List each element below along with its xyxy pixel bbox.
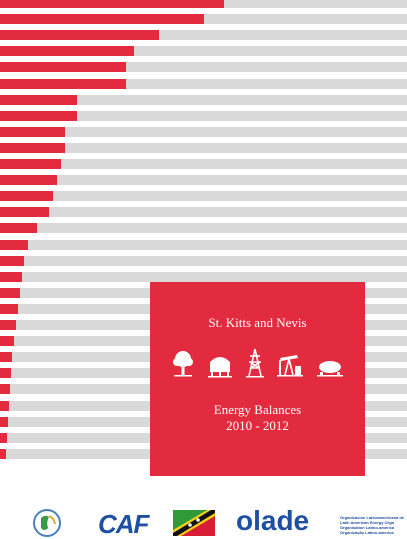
bar-row [0,175,407,186]
bar-row [0,223,407,234]
bar-fill [0,207,49,218]
bar-fill [0,416,8,427]
bar-fill [0,14,204,25]
bar-row [0,239,407,250]
org-line: Latin American Energy Orga [340,520,394,525]
bar-fill [0,287,20,298]
oil-pump-icon [277,355,304,377]
org-line: Organización Latinoamericana de [340,515,405,520]
document-years: 2010 - 2012 [226,418,289,433]
bar-row [0,62,407,73]
bar-fill [0,320,16,330]
bar-row [0,78,407,89]
bar-fill [0,62,126,73]
bar-fill [0,448,6,459]
bar-fill [0,78,126,89]
bar-fill [0,94,77,105]
tree-icon [173,351,193,377]
bar-fill [0,336,14,347]
bar-fill [0,223,37,234]
bar-fill [0,384,10,395]
bar-fill [0,0,224,8]
org-line: Organização Latino-america [340,530,394,535]
title-box: St. Kitts and Nevis [150,282,365,476]
bar-fill [0,126,65,137]
bar-fill [0,368,11,379]
bar-row [0,46,407,57]
bar-row [0,126,407,137]
bar-fill [0,239,28,250]
bar-fill [0,400,9,411]
bar-fill [0,159,61,169]
bar-row [0,191,407,202]
bar-fill [0,432,7,443]
bar-row [0,14,407,25]
power-tower-icon [245,348,264,378]
logo-strip: CAF olade Organización Latinoamericana d… [0,500,407,539]
bar-fill [0,271,22,282]
bar-row [0,207,407,218]
flag-icon [173,510,215,536]
globe-logo-icon [33,509,61,537]
energy-icon-row [172,348,343,378]
olade-organization-text: Organización Latinoamericana de Latin Am… [340,515,404,535]
bar-fill [0,110,77,121]
country-name: St. Kitts and Nevis [208,315,307,330]
bar-row [0,0,407,8]
olade-logo: olade [236,505,310,536]
tanker-icon [317,361,343,377]
bar-row [0,255,407,266]
bar-row [0,110,407,121]
bar-fill [0,30,159,41]
bar-fill [0,191,53,202]
bar-fill [0,46,134,57]
bar-row [0,30,407,41]
caf-logo: CAF [98,509,149,539]
bar-row [0,142,407,153]
document-title: Energy Balances [213,402,302,417]
bar-row [0,159,407,169]
bar-fill [0,303,18,314]
bar-fill [0,255,24,266]
bar-fill [0,142,65,153]
org-line: Organisation Latino-america [340,525,395,530]
bar-row [0,271,407,282]
bar-row [0,94,407,105]
storage-tank-icon [207,357,232,378]
bar-fill [0,175,57,186]
bar-fill [0,352,12,363]
